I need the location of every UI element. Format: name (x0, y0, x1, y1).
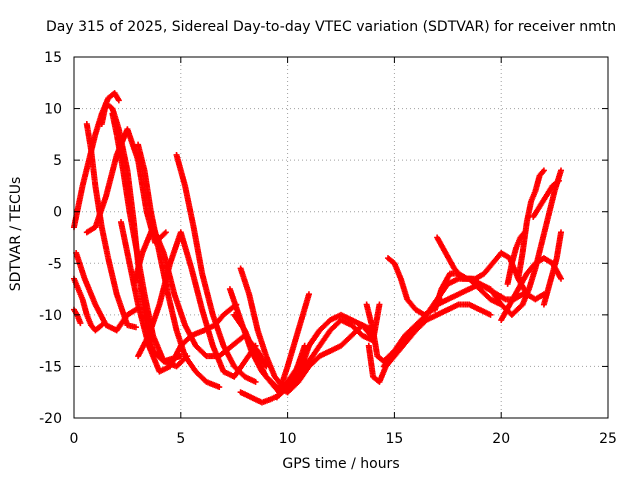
series-pass-5 (71, 275, 105, 334)
data-point (216, 384, 223, 391)
x-tick-label: 15 (385, 431, 403, 447)
y-tick-label: -20 (39, 411, 62, 427)
data-point (77, 320, 84, 327)
data-point (132, 324, 139, 331)
y-tick-label: 10 (44, 102, 62, 118)
data-point (487, 311, 494, 318)
series-pass-19 (284, 322, 377, 396)
series-pass-32 (530, 177, 562, 220)
data-point (558, 167, 565, 174)
data-point (252, 378, 259, 385)
series-pass-18 (273, 311, 374, 401)
data-point-track (161, 230, 168, 237)
series-pass-23 (380, 280, 526, 370)
series-pass-27 (434, 234, 526, 303)
data-point (558, 229, 565, 236)
series-pass-20 (295, 301, 383, 380)
y-axis-label: SDTVAR / TECUs (8, 176, 24, 292)
y-tick-label: 5 (53, 153, 62, 169)
data-point (558, 275, 565, 282)
y-tick-label: 0 (53, 205, 62, 221)
plot-frame (73, 56, 609, 419)
data-point (115, 97, 122, 104)
series-pass-4 (73, 249, 139, 334)
series-pass-10 (135, 141, 223, 391)
data-point (555, 177, 562, 184)
series-pass-6 (71, 306, 84, 327)
data-point (162, 229, 169, 236)
x-tick-label: 25 (599, 431, 617, 447)
y-tick-label: -5 (48, 256, 62, 272)
series-pass-2 (83, 121, 139, 331)
axis-ticks: 0 5 10 15 20 25 -20 -15 -10 -5 0 5 10 15 (39, 50, 617, 447)
series-pass-8 (98, 100, 184, 365)
y-tick-label: -15 (39, 359, 62, 375)
data-point (376, 301, 383, 308)
data-point (498, 301, 505, 308)
data-point (540, 167, 547, 174)
data-points (71, 90, 565, 406)
y-tick-label: 15 (44, 50, 62, 66)
series-pass-15 (226, 286, 312, 396)
data-point (305, 291, 312, 298)
series-pass-13 (135, 229, 259, 380)
x-tick-label: 10 (279, 431, 297, 447)
data-point (98, 322, 105, 329)
series-pass-22 (363, 301, 494, 365)
x-tick-label: 5 (176, 431, 185, 447)
x-tick-label: 0 (70, 431, 79, 447)
chart-title: Day 315 of 2025, Sidereal Day-to-day VTE… (46, 19, 617, 35)
x-axis-label: GPS time / hours (282, 456, 400, 472)
series-pass-30 (515, 167, 547, 282)
x-tick-label: 20 (492, 431, 510, 447)
series-pass-33 (540, 229, 565, 308)
y-tick-label: -10 (39, 308, 62, 324)
